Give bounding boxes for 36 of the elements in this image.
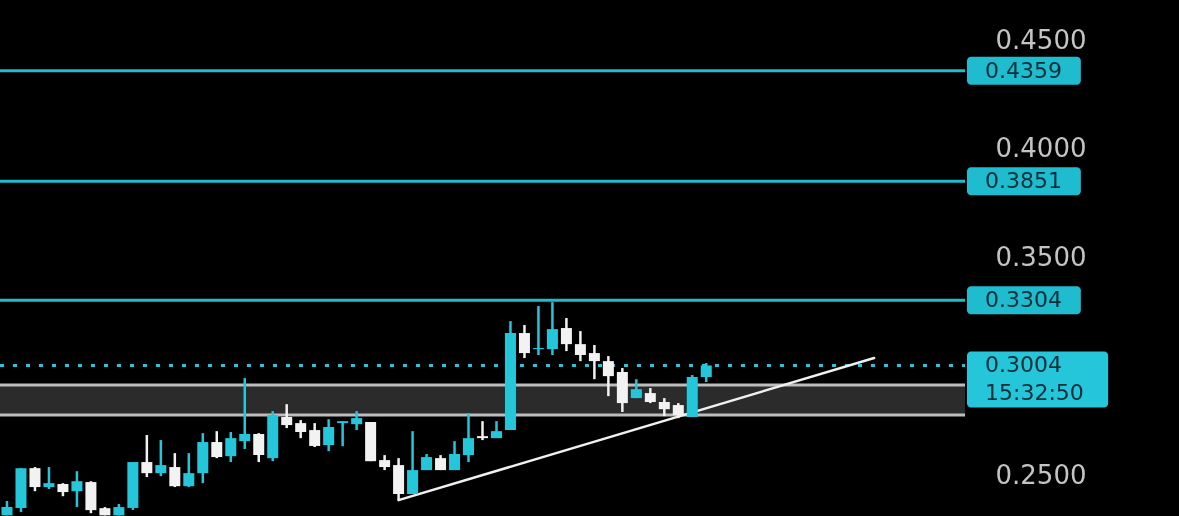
candlestick [407,429,419,496]
candlestick [574,329,586,363]
candlestick [295,418,307,440]
ref-line-label: 0.3304 [985,287,1062,313]
candlestick [518,323,530,360]
candlestick [29,465,41,493]
candlestick [141,433,153,479]
candlestick [211,429,223,460]
candlestick [588,343,600,381]
ref-line-label: 0.3004 15:32:50 [985,352,1084,406]
candlestick [560,316,572,353]
candlestick [155,438,167,478]
candlestick [43,465,55,491]
candlestick [449,439,461,472]
candlestick [477,419,488,442]
candlestick [337,419,349,448]
y-tick-label: 0.2500 [995,459,1087,490]
candlestick [463,411,475,464]
y-tick-label: 0.4000 [995,133,1087,164]
candlestick [225,430,237,464]
candlestick [281,402,293,430]
candlestick [169,451,181,489]
candlestick [309,421,321,449]
candlestick [351,409,363,432]
candlestick [602,354,614,398]
ref-line-label: 0.4359 [985,57,1062,83]
y-tick-label: 0.4500 [995,24,1087,55]
candlestick [658,396,670,418]
ref-line-label: 0.3851 [985,168,1062,194]
candlestick [532,304,544,357]
y-tick-label: 0.3500 [995,242,1087,273]
candlestick [253,431,265,464]
candlestick [183,451,195,489]
candlestick [239,376,251,451]
candlestick [71,469,83,509]
candlestick [323,417,335,453]
